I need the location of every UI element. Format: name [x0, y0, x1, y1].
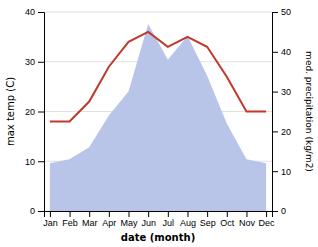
tick-label: 0 [30, 206, 35, 216]
axis-line [273, 13, 279, 212]
grid-line [44, 12, 272, 13]
tick-mark [168, 211, 169, 217]
tick-mark [38, 161, 44, 162]
tick-mark [148, 211, 149, 217]
tick-label: Aug [180, 218, 196, 228]
tick: 20 [25, 107, 44, 117]
y2-axis-title: med. precipitation (kg/m2) [304, 51, 314, 172]
tick: Oct [220, 211, 235, 228]
tick: 40 [25, 7, 44, 17]
tick: 0 [30, 206, 44, 216]
tick: 50 [272, 7, 291, 17]
tick: Jan [43, 211, 58, 228]
tick-mark [207, 211, 208, 217]
tick-label: Jul [163, 218, 175, 228]
tick-label: 40 [25, 7, 35, 17]
tick-mark [272, 131, 278, 132]
tick-mark [70, 211, 71, 217]
x-axis: Jan Feb Mar Apr MayJun Jul Aug Sep Oct NovDec [43, 211, 275, 228]
marks [50, 24, 266, 211]
tick-mark [129, 211, 130, 217]
tick-label: May [121, 218, 139, 228]
tick-label: 40 [281, 47, 291, 57]
y-axis: 0 10 20 30 40 [25, 7, 45, 216]
tick: Jul [163, 211, 175, 228]
tick-label: 10 [281, 167, 291, 177]
line [50, 32, 266, 122]
tick: 10 [25, 157, 44, 167]
tick-label: 30 [281, 87, 291, 97]
tick-label: Jun [141, 218, 156, 228]
tick-mark [38, 211, 44, 212]
tick-mark [272, 171, 278, 172]
tick-mark [38, 112, 44, 113]
tick-label: Apr [102, 218, 116, 228]
tick: Apr [102, 211, 116, 228]
tick-label: Jan [43, 218, 58, 228]
tick: 30 [25, 57, 44, 67]
tick-label: Oct [220, 218, 235, 228]
y-axis-title: max temp (C) [5, 77, 16, 146]
tick-mark [227, 211, 228, 217]
area [50, 24, 266, 211]
tick-mark [246, 211, 247, 217]
tick: 0 [272, 206, 286, 216]
tick: May [121, 211, 139, 228]
tick: Nov [239, 211, 256, 228]
tick-label: Dec [259, 218, 276, 228]
tick-mark [109, 211, 110, 217]
tick: Feb [62, 211, 78, 228]
chart-svg: Jan Feb Mar Apr MayJun Jul Aug Sep Oct NovDec 0 10 2… [0, 0, 318, 247]
tick-label: Mar [82, 218, 98, 228]
tick-mark [89, 211, 90, 217]
tick-mark [272, 12, 278, 13]
tick-mark [38, 62, 44, 63]
tick: Aug [180, 211, 196, 228]
chart-container: Jan Feb Mar Apr MayJun Jul Aug Sep Oct NovDec 0 10 2… [0, 0, 318, 247]
y2-axis: 0 10 20 30 40 50 [272, 7, 291, 216]
axis-line [38, 13, 45, 212]
grid [44, 12, 272, 211]
tick: Jun [141, 211, 156, 228]
tick: Mar [82, 211, 98, 228]
plot: Jan Feb Mar Apr MayJun Jul Aug Sep Oct NovDec 0 10 2… [25, 7, 291, 228]
tick-mark [272, 52, 278, 53]
tick-mark [272, 211, 278, 212]
tick-label: 30 [25, 57, 35, 67]
tick: 20 [272, 127, 291, 137]
tick-mark [272, 92, 278, 93]
tick-label: 20 [25, 107, 35, 117]
tick-mark [266, 211, 267, 217]
tick-label: 50 [281, 7, 291, 17]
tick-label: 0 [281, 206, 286, 216]
tick: 30 [272, 87, 291, 97]
tick-label: Feb [62, 218, 78, 228]
tick: 40 [272, 47, 291, 57]
tick-mark [187, 211, 188, 217]
tick-label: Sep [200, 218, 216, 228]
tick-label: Nov [239, 218, 256, 228]
tick-label: 10 [25, 157, 35, 167]
tick-mark [38, 12, 44, 13]
tick: Dec [259, 211, 276, 228]
tick: 10 [272, 167, 291, 177]
tick-label: 20 [281, 127, 291, 137]
axis-line [45, 212, 273, 218]
x-axis-title: date (month) [121, 232, 195, 243]
tick-mark [50, 211, 51, 217]
tick: Sep [200, 211, 216, 228]
